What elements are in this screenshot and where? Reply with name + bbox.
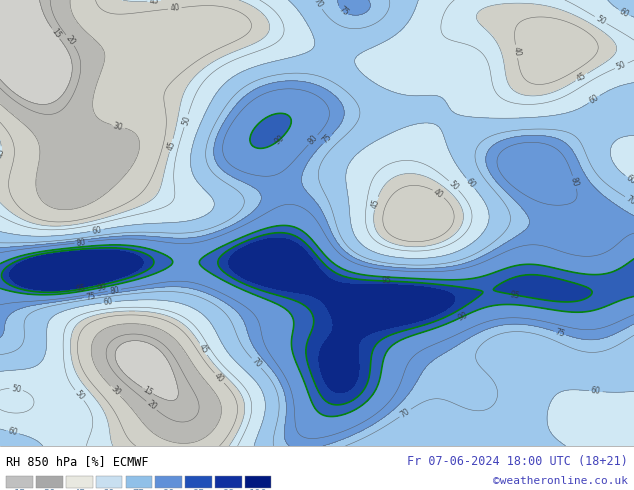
Text: 50: 50: [594, 14, 607, 26]
Text: 45: 45: [0, 147, 6, 159]
Text: 30: 30: [112, 121, 124, 132]
Text: ©weatheronline.co.uk: ©weatheronline.co.uk: [493, 476, 628, 487]
Text: 45: 45: [149, 0, 159, 5]
Text: 20: 20: [63, 34, 77, 47]
Text: 15: 15: [141, 385, 154, 397]
Text: 30: 30: [109, 385, 122, 398]
Text: 60: 60: [591, 387, 601, 396]
Text: 60: 60: [7, 427, 18, 438]
Text: 40: 40: [432, 187, 445, 200]
Text: 90: 90: [456, 311, 469, 323]
Text: 70: 70: [399, 407, 411, 419]
Bar: [215, 476, 242, 488]
Text: 40: 40: [212, 371, 226, 385]
Text: 20: 20: [145, 399, 158, 412]
Text: 40: 40: [511, 46, 522, 57]
Text: Fr 07-06-2024 18:00 UTC (18+21): Fr 07-06-2024 18:00 UTC (18+21): [407, 455, 628, 468]
Text: 60: 60: [624, 173, 634, 186]
Text: 40: 40: [169, 3, 180, 13]
Bar: [245, 476, 271, 488]
Text: 45: 45: [165, 139, 177, 151]
Text: 75: 75: [554, 327, 566, 339]
Text: 70: 70: [250, 357, 263, 370]
Text: 60: 60: [103, 489, 115, 490]
Text: 45: 45: [575, 71, 588, 83]
Bar: [126, 476, 152, 488]
Text: 99: 99: [222, 489, 235, 490]
Text: 50: 50: [447, 179, 460, 192]
Text: 50: 50: [615, 60, 628, 72]
Text: 60: 60: [91, 225, 103, 236]
Bar: [185, 476, 212, 488]
Text: 15: 15: [13, 489, 26, 490]
Text: 95: 95: [75, 284, 87, 294]
Text: 80: 80: [76, 238, 86, 247]
Text: 45: 45: [73, 489, 86, 490]
Text: 95: 95: [510, 290, 521, 300]
Bar: [155, 476, 182, 488]
Text: 50: 50: [181, 115, 192, 127]
Bar: [96, 476, 122, 488]
Text: 80: 80: [109, 285, 120, 295]
Text: 75: 75: [85, 292, 96, 302]
Text: 15: 15: [49, 27, 62, 40]
Text: 45: 45: [370, 197, 382, 209]
Text: 95: 95: [381, 276, 391, 286]
Text: 75: 75: [337, 4, 350, 18]
Text: 90: 90: [162, 489, 175, 490]
Text: 45: 45: [197, 343, 210, 356]
Text: 70: 70: [624, 194, 634, 207]
Text: 60: 60: [103, 297, 113, 307]
Text: 70: 70: [312, 0, 325, 10]
Text: 30: 30: [43, 489, 56, 490]
Text: 75: 75: [321, 132, 334, 146]
Bar: [6, 476, 33, 488]
Text: 60: 60: [464, 177, 477, 190]
Text: 90: 90: [96, 282, 107, 293]
Text: RH 850 hPa [%] ECMWF: RH 850 hPa [%] ECMWF: [6, 455, 149, 468]
Text: 80: 80: [306, 133, 320, 147]
Text: 90: 90: [273, 133, 286, 147]
Text: 50: 50: [73, 389, 86, 402]
Text: 60: 60: [588, 93, 601, 106]
Text: 100: 100: [249, 489, 268, 490]
Text: 80: 80: [569, 176, 580, 188]
Text: 60: 60: [618, 6, 631, 19]
Text: 95: 95: [192, 489, 205, 490]
Bar: [36, 476, 63, 488]
Text: 75: 75: [133, 489, 145, 490]
Text: 50: 50: [11, 384, 22, 394]
Bar: [66, 476, 93, 488]
